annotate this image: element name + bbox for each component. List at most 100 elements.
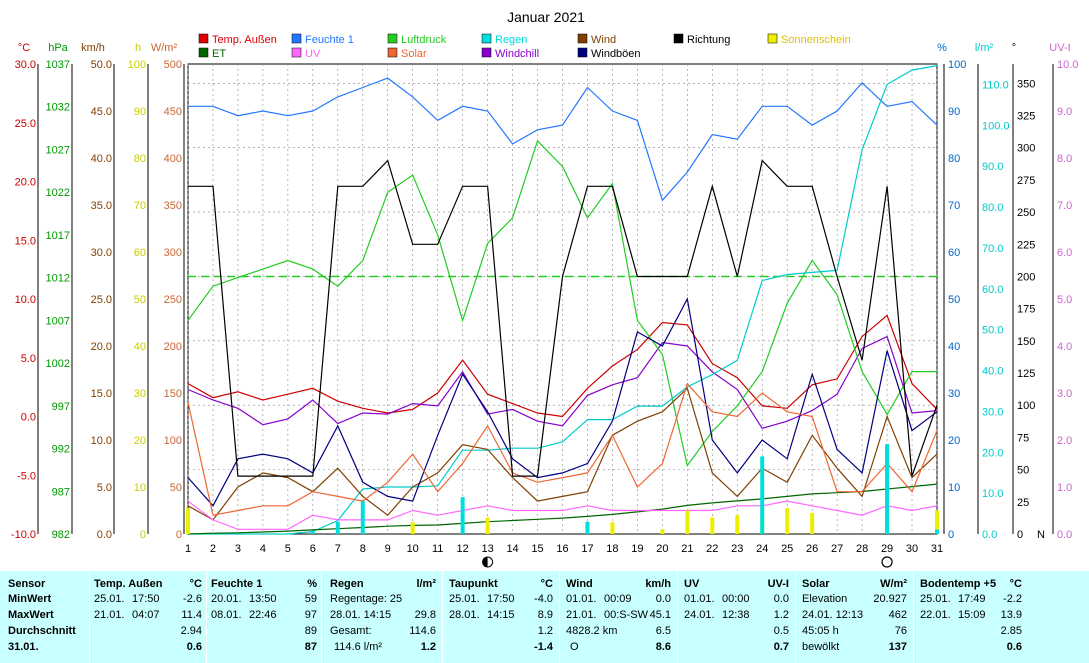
stats-humidity-avg: 89 xyxy=(304,625,317,637)
axis-tick-label-lm2: 70.0 xyxy=(982,243,1003,255)
axis-title-uvi: UV-I xyxy=(1049,42,1070,54)
legend-label: Temp. Außen xyxy=(212,34,277,46)
axis-tick-label-deg: 175 xyxy=(1017,304,1035,316)
axis-tick-label-kmh: 25.0 xyxy=(91,294,112,306)
axis-tick-label-kmh: 40.0 xyxy=(91,153,112,165)
axis-tick-label-lm2: 0.0 xyxy=(982,529,997,541)
stats-uv-unit: UV-I xyxy=(767,578,789,590)
bar-sonnenschein xyxy=(735,515,740,534)
axis-tick-label-deg: 25 xyxy=(1017,497,1029,509)
stats-wind-avg: 6.5 xyxy=(655,625,671,637)
axis-tick-label-lm2: 100.0 xyxy=(982,120,1010,132)
bar-regen xyxy=(885,444,890,534)
axis-tick-label-lm2: 110.0 xyxy=(982,79,1009,91)
axis-tick-label-pct: 0 xyxy=(948,529,954,541)
stats-rain-title: Regen xyxy=(330,578,364,590)
bar-regen xyxy=(760,456,765,534)
axis-tick-label-h: 10 xyxy=(134,482,146,494)
x-tick-label: 27 xyxy=(831,543,843,555)
chart-grid xyxy=(187,63,938,535)
x-tick-label: 2 xyxy=(210,543,216,555)
stats-divider xyxy=(559,571,560,663)
axis-tick-label-temp: 10.0 xyxy=(15,294,36,306)
stats-wind-distance: 4828.2 km xyxy=(566,625,618,637)
axis-tick-label-h: 50 xyxy=(134,294,146,306)
axis-title-hpa: hPa xyxy=(48,42,68,54)
axis-tick-label-kmh: 5.0 xyxy=(97,482,112,494)
x-axis: 1 2 3 4 5 6 7 8 9 10 11 12 13 14 15 16 17 18 19 20 21 22 23 24 2… xyxy=(185,543,943,568)
legend-label: Richtung xyxy=(687,34,730,46)
stats-temp-min-date: 25.01. xyxy=(94,593,125,605)
stats-wind-min-time: 00:09 xyxy=(604,593,632,605)
axis-tick-label-uvi: 5.0 xyxy=(1057,294,1072,306)
axis-tick-label-deg: 350 xyxy=(1017,78,1035,90)
bar-sonnenschein xyxy=(660,529,665,534)
x-tick-label: 11 xyxy=(432,543,443,555)
axis-tick-label-deg: 150 xyxy=(1017,336,1035,348)
legend-label: Windböen xyxy=(591,48,641,60)
axis-tick-label-kmh: 10.0 xyxy=(91,435,112,447)
axis-tick-label-kmh: 20.0 xyxy=(91,341,112,353)
stats-humidity-min-value: 59 xyxy=(304,593,317,605)
series-line-et xyxy=(187,483,938,535)
x-tick-label: 24 xyxy=(756,543,768,555)
axis-tick-label-wm2: 250 xyxy=(164,294,182,306)
stats-soil-max-time: 15:09 xyxy=(958,609,986,621)
axis-tick-label-uvi: 0.0 xyxy=(1057,529,1072,541)
axis-tick-label-kmh: 35.0 xyxy=(91,200,112,212)
axis-tick-label-temp: 15.0 xyxy=(15,235,36,247)
axis-tick-label-wm2: 200 xyxy=(164,341,182,353)
x-tick-label: 10 xyxy=(407,543,419,555)
axis-tick-label-deg: 0 xyxy=(1017,529,1023,541)
stats-dewpoint-min-time: 17:50 xyxy=(487,593,515,605)
axis-tick-label-deg: 275 xyxy=(1017,175,1035,187)
statistics-table: Sensor MinWert MaxWert Durchschnitt 31.0… xyxy=(0,571,1089,663)
axis-tick-label-lm2: 80.0 xyxy=(982,202,1003,214)
axis-tick-label-wm2: 450 xyxy=(164,106,182,118)
axis-tick-label-temp: 30.0 xyxy=(15,59,36,71)
axis-tick-label-kmh: 45.0 xyxy=(91,106,112,118)
legend-swatch xyxy=(673,33,684,44)
x-tick-label: 29 xyxy=(881,543,893,555)
stats-humidity-max-time: 22:46 xyxy=(249,609,277,621)
stats-soil-unit: °C xyxy=(1009,578,1022,590)
x-tick-label: 28 xyxy=(856,543,868,555)
axis-tick-label-deg: 125 xyxy=(1017,368,1035,380)
axis-tick-label-pct: 30 xyxy=(948,388,960,400)
bar-regen xyxy=(585,521,590,534)
axis-tick-label-deg: 300 xyxy=(1017,143,1035,155)
axis-tick-label-wm2: 500 xyxy=(164,59,182,71)
stats-temp-min-value: -2.6 xyxy=(183,593,202,605)
axis-tick-label-hpa: 992 xyxy=(52,444,70,456)
x-tick-label: 15 xyxy=(531,543,543,555)
axis-tick-label-h: 20 xyxy=(134,435,146,447)
stats-humidity-column: Feuchte 1% 20.01. 13:50 59 08.01. 22:46 97 8… xyxy=(211,571,317,663)
stats-temp-max-value: 11.4 xyxy=(181,609,202,621)
bar-sonnenschein xyxy=(485,517,490,534)
stats-wind-today: 8.6 xyxy=(655,641,671,653)
stats-rain-today: 1.2 xyxy=(420,641,436,653)
bar-sonnenschein xyxy=(935,510,939,534)
axis-tick-label-hpa: 1017 xyxy=(46,230,70,242)
axis-tick-label-pct: 100 xyxy=(948,59,966,71)
stats-uv-max-value: 1.2 xyxy=(773,609,789,621)
stats-solar-elevation-value: 20.927 xyxy=(873,593,907,605)
x-tick-label: 12 xyxy=(457,543,469,555)
stats-solar-hours: 45:05 h xyxy=(802,625,839,637)
stats-uv-max-time: 12:38 xyxy=(722,609,750,621)
stats-rain-days: Regentage: 25 xyxy=(330,593,403,605)
stats-uv-column: UV UV-I 01.01. 00:00 0.0 24.01. 12:38 1.2 0.5… xyxy=(684,571,789,663)
axis-tick-label-hpa: 1022 xyxy=(46,187,70,199)
x-tick-label: 22 xyxy=(706,543,718,555)
stats-solar-today: 137 xyxy=(888,641,907,653)
axis-tick-label-kmh: 0.0 xyxy=(97,529,112,541)
axis-tick-label-lm2: 30.0 xyxy=(982,406,1003,418)
axis-tick-label-temp: -5.0 xyxy=(17,470,36,482)
axis-tick-label-temp: 20.0 xyxy=(15,177,36,189)
legend-label: Solar xyxy=(401,48,427,60)
legend-label: Wind xyxy=(591,34,616,46)
legend-label: Luftdruck xyxy=(401,34,447,46)
axis-tick-label-temp: 5.0 xyxy=(21,353,36,365)
x-tick-label: 25 xyxy=(781,543,793,555)
stats-uv-avg: 0.5 xyxy=(773,625,789,637)
